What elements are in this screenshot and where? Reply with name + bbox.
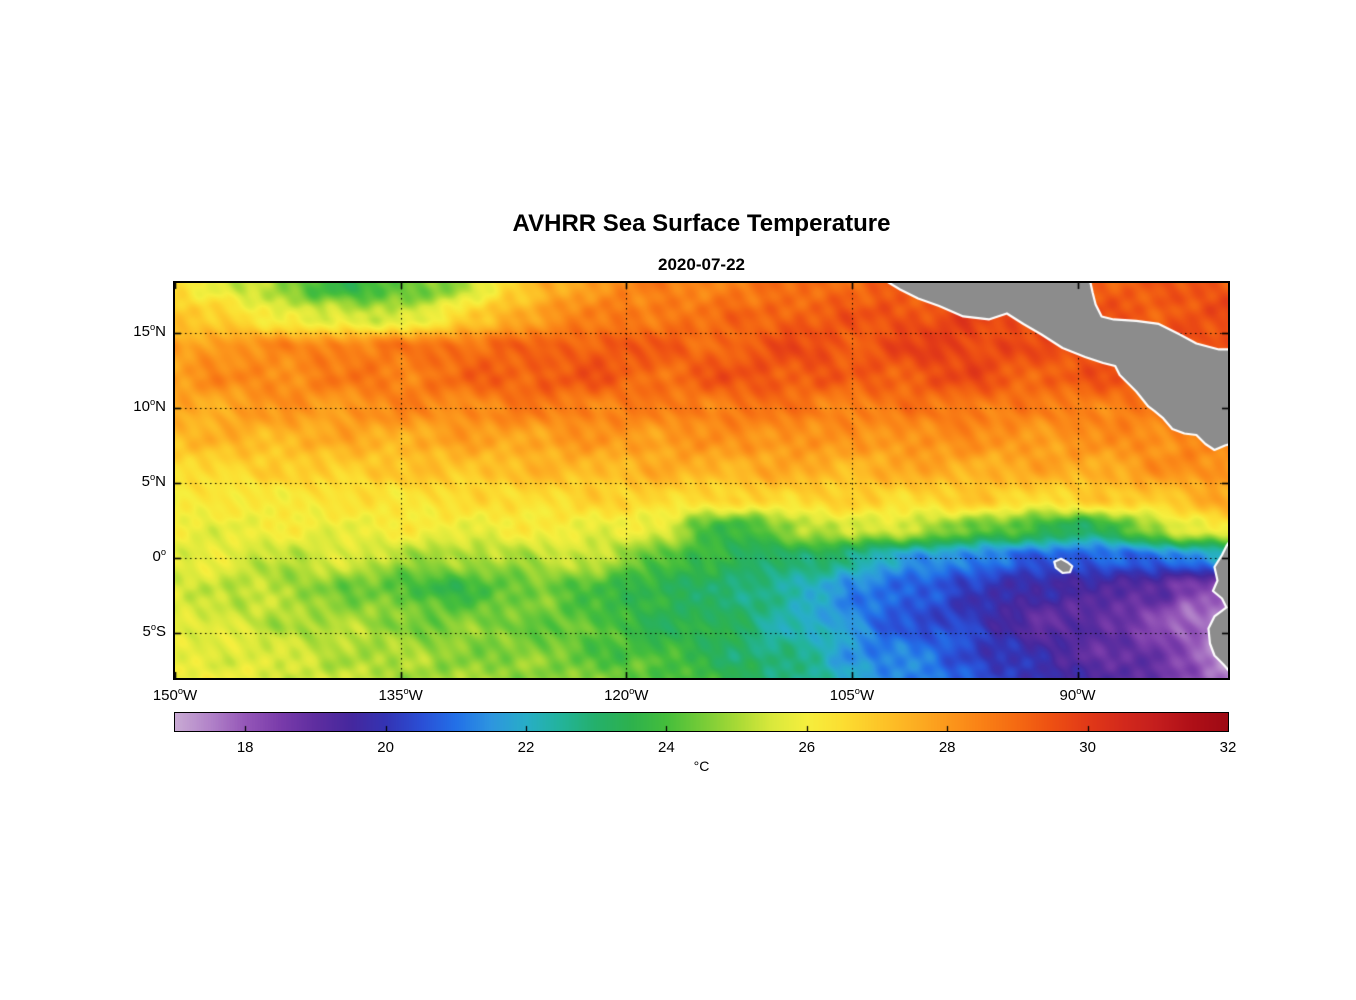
colorbar-tick-label: 20 <box>377 739 394 756</box>
y-tick-label: 10oN <box>133 396 166 415</box>
chart-date: 2020-07-22 <box>658 255 745 274</box>
chart-title: AVHRR Sea Surface Temperature <box>512 210 891 237</box>
colorbar-tick-label: 18 <box>236 739 254 756</box>
x-tick-label: 135oW <box>378 686 423 704</box>
colorbar-tick-label: 28 <box>938 739 956 756</box>
map-plot-frame <box>173 281 1230 680</box>
colorbar-tick-label: 30 <box>1079 739 1096 756</box>
y-tick-label: 15oN <box>133 321 166 340</box>
y-tick-label: 5oS <box>142 621 166 640</box>
sst-heatmap-canvas <box>175 283 1228 678</box>
colorbar-tick-label: 32 <box>1219 739 1237 756</box>
colorbar <box>174 712 1229 732</box>
y-tick-label: 5oN <box>141 471 166 490</box>
colorbar-units-label: °C <box>693 758 710 774</box>
x-tick-label: 150oW <box>152 686 198 704</box>
colorbar-tick-label: 26 <box>798 739 816 756</box>
colorbar-tick-label: 22 <box>517 739 535 756</box>
colorbar-tick-label: 24 <box>658 739 675 756</box>
x-tick-label: 120oW <box>604 686 649 704</box>
x-tick-label: 90oW <box>1059 686 1096 704</box>
y-tick-label: 0o <box>152 546 166 565</box>
colorbar-canvas <box>175 713 1228 731</box>
x-tick-label: 105oW <box>829 686 875 704</box>
